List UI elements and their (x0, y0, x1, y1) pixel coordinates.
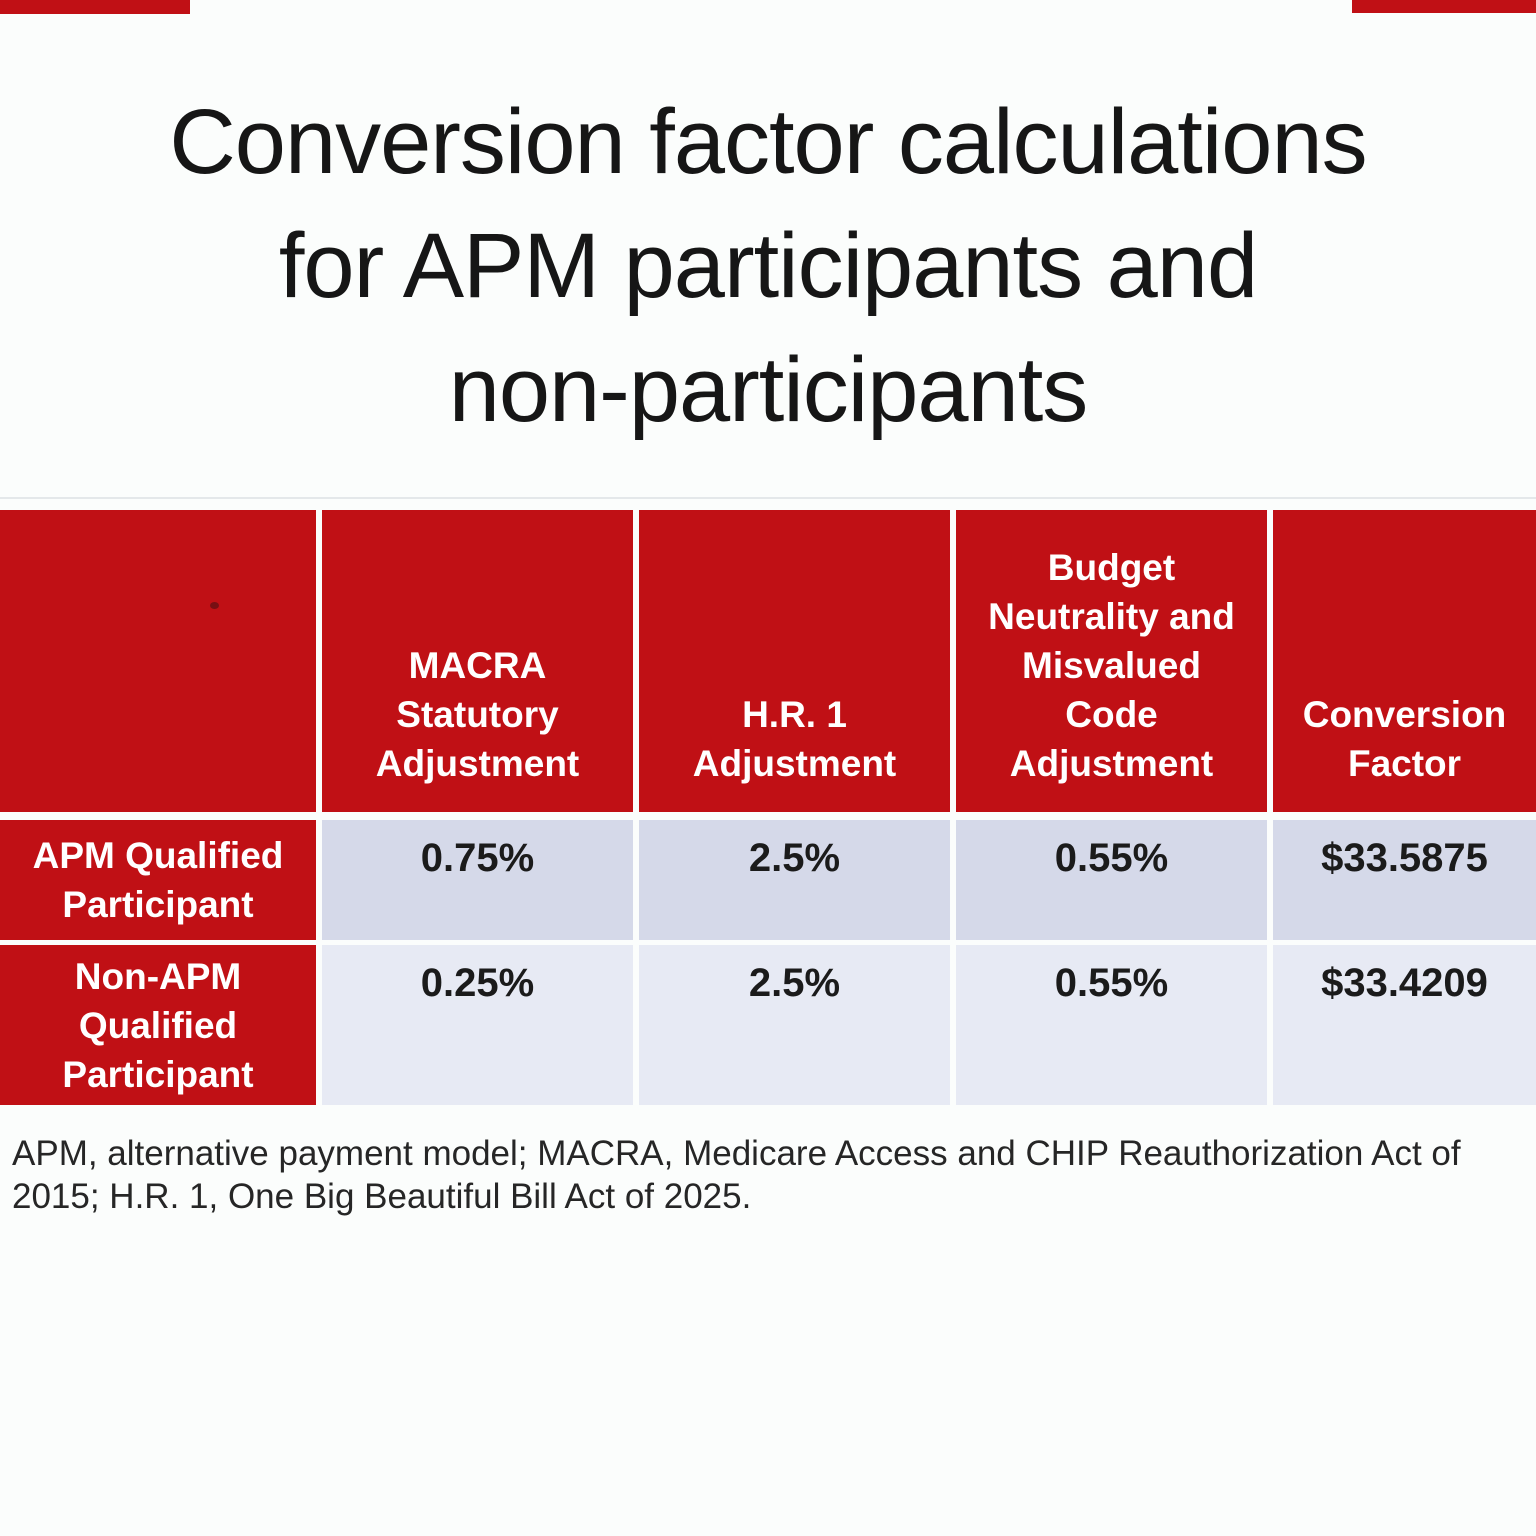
cell-nonapm-macra-statutory: 0.25% (322, 945, 633, 1105)
cell-apm-conversion-factor: $33.5875 (1273, 820, 1536, 940)
top-right-red-strip (1352, 0, 1536, 13)
col-header-conversion-factor: Conversion Factor (1273, 510, 1536, 812)
col-header-empty (0, 510, 316, 812)
col-header-macra-statutory-adjustment: MACRA Statutory Adjustment (322, 510, 633, 812)
table-row-non-apm-qualified: Non-APM Qualified Participant 0.25% 2.5%… (0, 945, 1536, 1105)
smudge-artifact (210, 602, 219, 609)
table-row-apm-qualified: APM Qualified Participant 0.75% 2.5% 0.5… (0, 820, 1536, 940)
conversion-factor-table: MACRA Statutory Adjustment H.R. 1 Adjust… (0, 510, 1536, 1105)
col-header-budget-neutrality-misvalued-code-adjustment: Budget Neutrality and Misvalued Code Adj… (956, 510, 1267, 812)
slide-title: Conversion factor calculations for APM p… (0, 80, 1536, 452)
table-header-row: MACRA Statutory Adjustment H.R. 1 Adjust… (0, 510, 1536, 812)
footnote: APM, alternative payment model; MACRA, M… (12, 1134, 1461, 1216)
cell-nonapm-budget-neutrality: 0.55% (956, 945, 1267, 1105)
cell-apm-macra-statutory: 0.75% (322, 820, 633, 940)
cell-nonapm-hr1: 2.5% (639, 945, 950, 1105)
row-header-non-apm-qualified-participant: Non-APM Qualified Participant (0, 945, 316, 1105)
table-top-border (0, 497, 1536, 499)
col-header-hr1-adjustment: H.R. 1 Adjustment (639, 510, 950, 812)
title-line-1: Conversion factor calculations (169, 91, 1367, 193)
title-line-2: for APM participants and (278, 215, 1258, 317)
cell-nonapm-conversion-factor: $33.4209 (1273, 945, 1536, 1105)
cell-apm-budget-neutrality: 0.55% (956, 820, 1267, 940)
row-header-apm-qualified-participant: APM Qualified Participant (0, 820, 316, 940)
title-line-3: non-participants (448, 339, 1089, 441)
top-left-red-strip (0, 0, 190, 14)
cell-apm-hr1: 2.5% (639, 820, 950, 940)
